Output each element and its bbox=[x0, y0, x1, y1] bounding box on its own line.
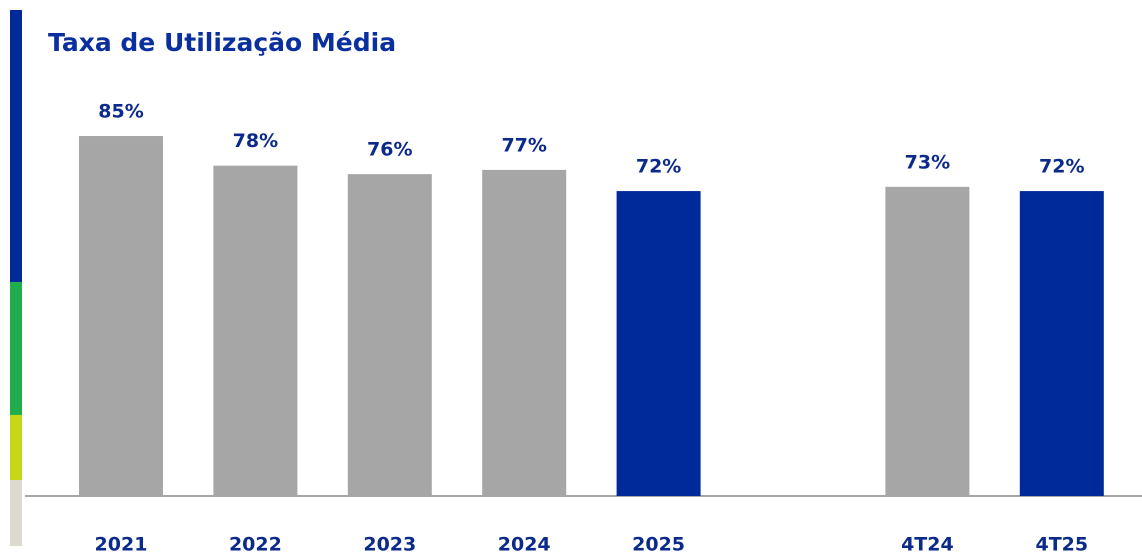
bar bbox=[213, 165, 298, 497]
accent-stripe bbox=[10, 10, 22, 282]
x-tick-label: 2024 bbox=[498, 534, 551, 556]
value-label: 77% bbox=[501, 134, 546, 156]
value-label: 85% bbox=[98, 101, 143, 123]
value-label: 72% bbox=[1039, 156, 1084, 178]
accent-stripe bbox=[10, 480, 22, 546]
bar bbox=[1019, 191, 1104, 496]
accent-stripe bbox=[10, 415, 22, 480]
value-label: 78% bbox=[233, 130, 278, 152]
value-label: 73% bbox=[905, 151, 950, 173]
bar bbox=[347, 174, 432, 496]
bar bbox=[616, 191, 701, 496]
value-label: 76% bbox=[367, 139, 412, 161]
accent-stripe bbox=[10, 282, 22, 415]
x-tick-label: 2021 bbox=[95, 534, 148, 556]
x-tick-label: 4T25 bbox=[1035, 534, 1088, 556]
x-tick-label: 2022 bbox=[229, 534, 282, 556]
bar bbox=[885, 186, 970, 496]
value-label: 72% bbox=[636, 156, 681, 178]
bar bbox=[482, 169, 567, 496]
x-tick-label: 4T24 bbox=[901, 534, 954, 556]
chart-title: Taxa de Utilização Média bbox=[48, 28, 396, 57]
x-tick-label: 2023 bbox=[363, 534, 416, 556]
bar bbox=[79, 136, 163, 496]
x-tick-label: 2025 bbox=[632, 534, 685, 556]
